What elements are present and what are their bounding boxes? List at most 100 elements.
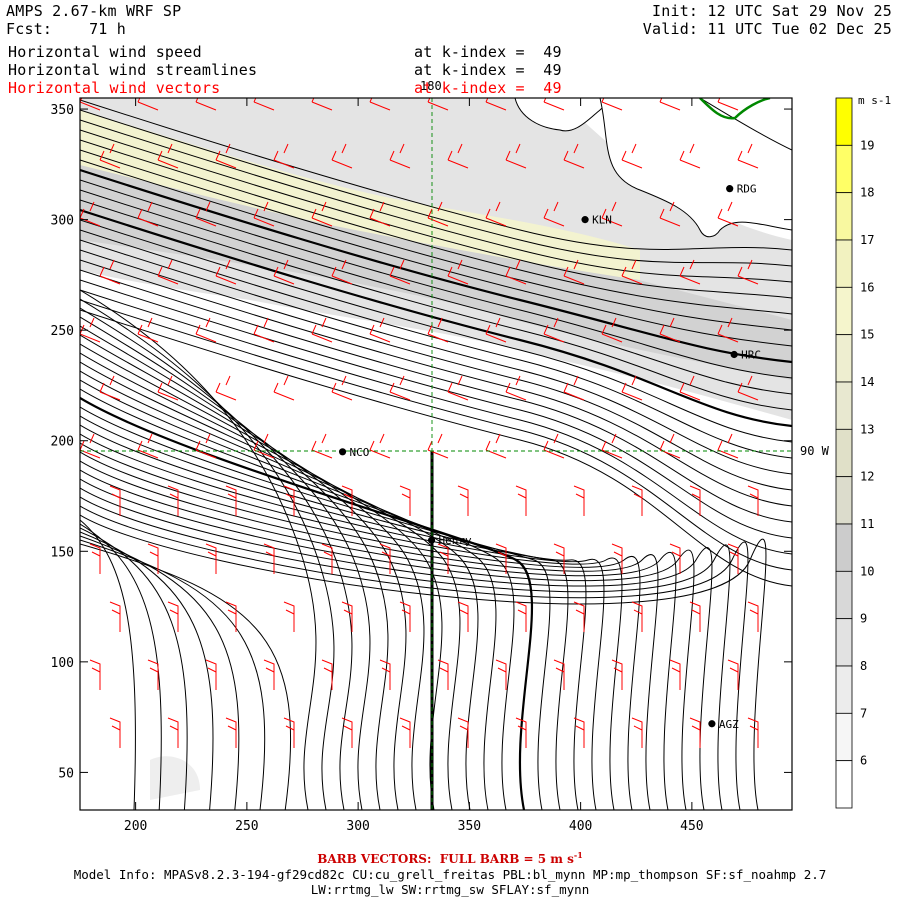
wind-barb (80, 98, 101, 111)
wind-barb (717, 433, 739, 459)
wind-barb (485, 98, 507, 111)
wind-barb (543, 201, 565, 227)
init-time: Init: 12 UTC Sat 29 Nov 25 (652, 2, 892, 20)
wind-barb (379, 543, 391, 574)
colorbar-label: 12 (860, 470, 874, 484)
colorbar-cell (835, 192, 853, 241)
wind-barb (321, 543, 333, 574)
wind-barb (737, 375, 759, 401)
colorbar-cell (835, 618, 853, 667)
wind-barb (80, 317, 101, 343)
wind-barb (167, 485, 179, 516)
colorbar-cell (835, 523, 853, 572)
wind-barb (659, 98, 681, 111)
light-patch (150, 756, 200, 800)
wind-barb (331, 259, 353, 285)
forecast-hour: Fcst: 71 h (6, 20, 126, 38)
wind-barb (515, 485, 527, 516)
wind-barb (659, 317, 681, 343)
wind-barb (89, 543, 101, 574)
streamline (80, 478, 695, 810)
wind-barb (505, 375, 527, 401)
station-label: AGZ (719, 718, 739, 731)
colorbar-cell (835, 97, 853, 146)
streamline (80, 539, 266, 810)
colorbar-label: 6 (860, 754, 867, 768)
wind-barb (689, 601, 701, 632)
y-tick-label: 200 (51, 435, 74, 450)
wind-barb (563, 259, 585, 285)
colorbar-label: 14 (860, 375, 874, 389)
wind-barb (737, 143, 759, 169)
streamline (80, 129, 792, 299)
wind-barb (679, 259, 701, 285)
parallel-label: 90 W (800, 444, 830, 458)
station-dot (338, 448, 347, 456)
streamline (80, 159, 792, 347)
colorbar-label: 17 (860, 233, 874, 247)
wind-barb (157, 259, 179, 285)
wind-barb (717, 201, 739, 227)
wind-barb (747, 601, 759, 632)
streamline (80, 519, 136, 810)
wind-barb (109, 485, 121, 516)
wind-barb (263, 543, 275, 574)
wind-barb (553, 659, 565, 690)
wind-barb (109, 601, 121, 632)
streamline (80, 442, 623, 810)
wind-barb (747, 717, 759, 748)
colorbar-label: 13 (860, 422, 874, 436)
y-tick-label: 350 (51, 103, 74, 118)
y-tick-label: 250 (51, 324, 74, 339)
jet-shading-yellow (80, 110, 640, 280)
x-tick-label: 400 (569, 819, 592, 834)
streamline (80, 469, 677, 810)
colorbar-cell (835, 381, 853, 430)
wind-barb (215, 259, 237, 285)
wind-barb (601, 98, 623, 111)
wind-barb (215, 375, 237, 401)
wind-barb (543, 317, 565, 343)
wind-barb (747, 485, 759, 516)
colorbar-label: 7 (860, 706, 867, 720)
station-label: Henry (439, 534, 472, 547)
wind-barb (225, 485, 237, 516)
wind-barb (447, 143, 469, 169)
streamline (80, 179, 792, 379)
footer: BARB VECTORS: FULL BARB = 5 m s-1 Model … (0, 848, 900, 897)
wind-barb (311, 201, 333, 227)
wind-barb (485, 201, 507, 227)
streamline (80, 543, 292, 810)
meridian-label: 180 (420, 79, 442, 93)
wind-barb (369, 98, 391, 111)
wind-barb (543, 433, 565, 459)
wind-barb (99, 143, 121, 169)
wind-barb (137, 433, 159, 459)
streamlines (80, 99, 792, 810)
wind-barb (399, 601, 411, 632)
colorbar-cell (835, 286, 853, 336)
wind-barb (679, 375, 701, 401)
map-frame (79, 97, 793, 811)
wind-barb (225, 601, 237, 632)
wind-barb (273, 375, 295, 401)
x-tick-label: 300 (346, 819, 369, 834)
wind-barb (611, 543, 623, 574)
streamline (80, 451, 641, 810)
wind-barb (427, 201, 449, 227)
wind-barb (379, 659, 391, 690)
wind-barb (485, 317, 507, 343)
wind-barb (369, 317, 391, 343)
wind-barb (389, 259, 411, 285)
x-tick-label: 450 (680, 819, 703, 834)
wind-barb (341, 485, 353, 516)
green-contour (699, 98, 771, 120)
wind-barb (631, 601, 643, 632)
wind-barb (669, 659, 681, 690)
streamline (80, 370, 479, 810)
station-dot (708, 720, 716, 728)
streamline (80, 514, 767, 810)
streamline (80, 496, 731, 810)
colorbar-cell (835, 144, 853, 194)
wind-barb (689, 485, 701, 516)
